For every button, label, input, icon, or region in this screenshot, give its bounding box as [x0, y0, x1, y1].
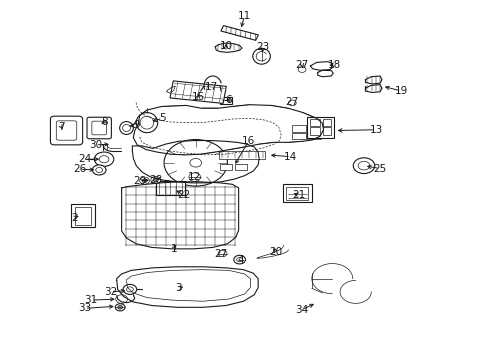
- Ellipse shape: [140, 116, 154, 129]
- Text: 15: 15: [191, 92, 204, 102]
- FancyBboxPatch shape: [322, 119, 330, 126]
- Text: 19: 19: [394, 86, 407, 96]
- Text: 17: 17: [204, 82, 218, 93]
- Ellipse shape: [189, 158, 201, 167]
- Ellipse shape: [123, 284, 137, 294]
- FancyBboxPatch shape: [306, 117, 333, 138]
- Text: 18: 18: [327, 59, 341, 69]
- Text: 6: 6: [225, 95, 232, 105]
- FancyBboxPatch shape: [310, 127, 320, 135]
- Ellipse shape: [163, 139, 227, 186]
- FancyBboxPatch shape: [221, 26, 258, 40]
- FancyBboxPatch shape: [310, 119, 320, 126]
- FancyBboxPatch shape: [322, 127, 330, 135]
- Ellipse shape: [298, 67, 305, 72]
- Ellipse shape: [115, 304, 125, 311]
- Text: 27: 27: [214, 248, 227, 258]
- Text: 25: 25: [373, 163, 386, 174]
- Text: 26: 26: [73, 164, 86, 174]
- Ellipse shape: [126, 287, 133, 292]
- Text: 23: 23: [256, 42, 269, 52]
- Ellipse shape: [252, 48, 270, 64]
- Ellipse shape: [236, 257, 242, 262]
- Ellipse shape: [142, 179, 147, 183]
- FancyBboxPatch shape: [292, 125, 305, 132]
- Ellipse shape: [357, 161, 369, 170]
- Text: 13: 13: [369, 125, 382, 135]
- Text: 10: 10: [219, 41, 232, 51]
- FancyBboxPatch shape: [220, 97, 231, 104]
- Text: 16: 16: [241, 136, 255, 146]
- Text: 24: 24: [78, 154, 91, 164]
- Ellipse shape: [218, 250, 226, 257]
- Text: 29: 29: [133, 176, 146, 186]
- Ellipse shape: [120, 122, 133, 134]
- Text: 30: 30: [89, 140, 102, 150]
- FancyBboxPatch shape: [219, 151, 265, 159]
- Text: 21: 21: [292, 190, 305, 200]
- Ellipse shape: [233, 255, 245, 264]
- Ellipse shape: [122, 125, 130, 132]
- FancyBboxPatch shape: [71, 204, 95, 227]
- Text: 2: 2: [71, 213, 78, 222]
- Text: 27: 27: [285, 97, 298, 107]
- Text: 31: 31: [84, 295, 97, 305]
- Text: 8: 8: [101, 117, 107, 127]
- Text: 27: 27: [295, 59, 308, 69]
- FancyBboxPatch shape: [56, 121, 77, 140]
- Ellipse shape: [188, 173, 200, 181]
- Text: 9: 9: [133, 121, 139, 130]
- Text: 34: 34: [295, 305, 308, 315]
- Ellipse shape: [92, 165, 106, 175]
- Ellipse shape: [96, 167, 102, 172]
- Text: 1: 1: [170, 244, 177, 254]
- Text: 32: 32: [103, 287, 117, 297]
- Ellipse shape: [352, 158, 374, 174]
- FancyBboxPatch shape: [92, 121, 106, 135]
- FancyBboxPatch shape: [87, 117, 111, 139]
- FancyBboxPatch shape: [50, 116, 82, 145]
- Text: 11: 11: [237, 11, 251, 21]
- Ellipse shape: [140, 177, 149, 184]
- Text: 3: 3: [175, 283, 182, 293]
- Ellipse shape: [118, 306, 122, 309]
- Ellipse shape: [116, 295, 127, 303]
- Text: 28: 28: [149, 175, 162, 185]
- Ellipse shape: [99, 156, 109, 163]
- FancyBboxPatch shape: [282, 184, 311, 202]
- Text: 7: 7: [58, 122, 65, 132]
- FancyBboxPatch shape: [306, 125, 320, 132]
- FancyBboxPatch shape: [156, 181, 184, 195]
- FancyBboxPatch shape: [75, 207, 91, 225]
- Ellipse shape: [151, 176, 160, 184]
- Text: 4: 4: [237, 255, 244, 265]
- Ellipse shape: [94, 152, 114, 166]
- Text: 22: 22: [177, 190, 190, 200]
- Text: 12: 12: [188, 172, 201, 182]
- Text: 20: 20: [269, 247, 282, 257]
- FancyBboxPatch shape: [306, 133, 320, 139]
- Ellipse shape: [153, 178, 158, 182]
- Ellipse shape: [172, 145, 219, 180]
- Ellipse shape: [136, 113, 158, 133]
- Text: 14: 14: [284, 152, 297, 162]
- FancyBboxPatch shape: [170, 81, 226, 103]
- FancyBboxPatch shape: [286, 187, 307, 200]
- Ellipse shape: [288, 100, 296, 106]
- Text: 5: 5: [159, 113, 165, 123]
- FancyBboxPatch shape: [292, 133, 305, 139]
- FancyBboxPatch shape: [234, 163, 246, 170]
- FancyBboxPatch shape: [220, 163, 232, 170]
- Text: 33: 33: [78, 303, 91, 314]
